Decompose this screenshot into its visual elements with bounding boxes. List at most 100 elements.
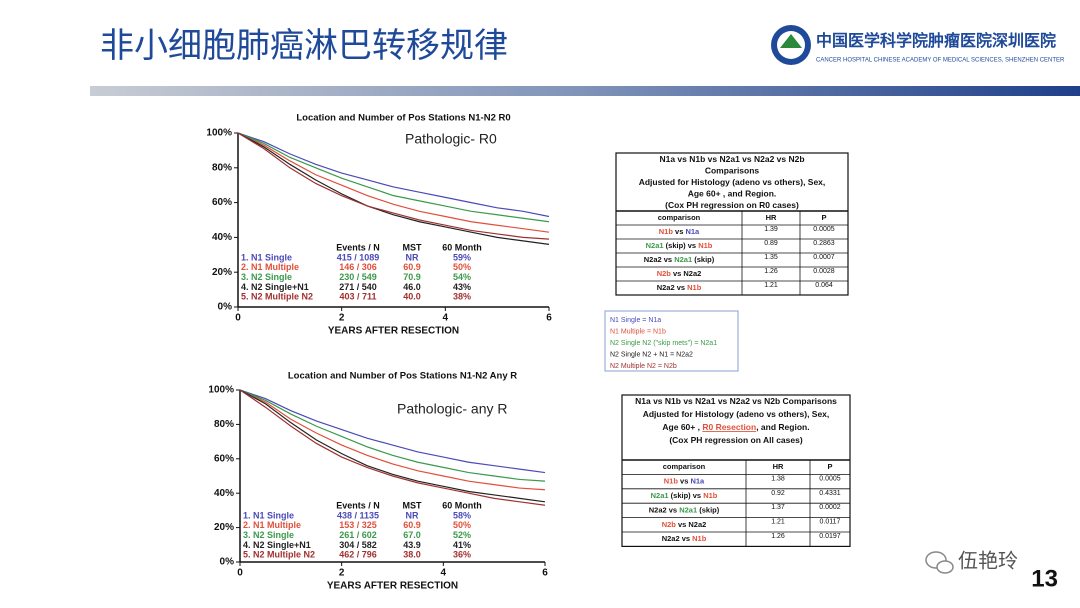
legend-cell: 59%: [453, 252, 471, 262]
wechat-icon: [925, 551, 954, 574]
table-cell: 0.0002: [819, 504, 841, 511]
text-part: (skip): [692, 255, 715, 264]
legend-cell: 50%: [453, 520, 471, 530]
text-part: N1a vs N1b vs N2a1 vs N2a2 vs N2b Compar…: [635, 396, 837, 406]
y-tick-label: 40%: [212, 232, 232, 243]
table-cell: 0.0028: [813, 268, 835, 275]
legend-header: 60 Month: [442, 501, 482, 511]
table-text: N2b vs N2a2: [657, 269, 702, 278]
chart-annotation: Pathologic- R0: [405, 131, 497, 147]
legend-cell: 146 / 306: [339, 262, 377, 272]
text-part: N1a vs N1b vs N2a1 vs N2a2 vs N2b: [659, 154, 804, 164]
x-tick-label: 0: [235, 313, 241, 324]
legend-header: MST: [403, 243, 423, 253]
text-part: N1a: [685, 227, 700, 236]
table-cell: 1.26: [764, 268, 778, 275]
legend-cell: NR: [406, 510, 419, 520]
page-number: 13: [1031, 565, 1058, 592]
survival-curve: [239, 389, 546, 491]
legend-header: Events / N: [336, 243, 380, 253]
table-text: N1a vs N1b vs N2a1 vs N2a2 vs N2b: [659, 154, 804, 164]
table-header: HR: [773, 462, 784, 471]
legend-cell: 462 / 796: [339, 550, 377, 560]
text-part: Age 60+ ,: [662, 422, 702, 432]
table-text: (Cox PH regression on All cases): [669, 435, 803, 445]
legend-cell: 40.0: [403, 292, 421, 302]
table-cell: 0.92: [771, 490, 785, 497]
text-part: N2a2 vs: [644, 255, 674, 264]
legend-cell: 43%: [453, 282, 471, 292]
legend-header: MST: [403, 501, 423, 511]
text-part: R0 Resection: [702, 422, 756, 432]
x-tick-label: 6: [546, 313, 552, 324]
text-part: N2a1: [674, 255, 692, 264]
y-tick-label: 0%: [218, 302, 233, 313]
y-tick-label: 20%: [214, 522, 234, 533]
legend-cell: 438 / 1135: [337, 510, 379, 520]
table-cell: 1.38: [771, 475, 785, 482]
table-header: comparison: [658, 213, 701, 222]
legend-cell: 67.0: [403, 530, 421, 540]
survival-curve: [239, 389, 546, 506]
legend-name: 1. N1 Single: [241, 252, 292, 262]
x-axis-label: YEARS AFTER RESECTION: [327, 581, 458, 592]
text-part: vs N2a2: [671, 269, 701, 278]
legend-cell: 50%: [453, 262, 471, 272]
legend-name: 2. N1 Multiple: [241, 262, 299, 272]
table-cell: 0.89: [764, 240, 778, 247]
table-header: comparison: [663, 462, 706, 471]
legend-cell: 261 / 602: [339, 530, 377, 540]
y-tick-label: 80%: [212, 162, 232, 173]
table-header: P: [827, 462, 832, 471]
text-part: N1b: [659, 227, 674, 236]
legend-cell: 38%: [453, 292, 471, 302]
table-text: Adjusted for Histology (adeno vs others)…: [643, 409, 830, 419]
text-part: N2a1: [679, 505, 697, 514]
x-tick-label: 2: [339, 568, 345, 579]
survival-curve: [237, 132, 550, 223]
chart-title: Location and Number of Pos Stations N1-N…: [296, 113, 510, 124]
x-tick-label: 4: [441, 568, 447, 579]
table-cell: 1.21: [771, 519, 785, 526]
legend-cell: 41%: [453, 540, 471, 550]
x-tick-label: 4: [443, 313, 449, 324]
legend-cell: 60.9: [403, 520, 421, 530]
x-tick-label: 2: [339, 313, 345, 324]
legend-cell: 43.9: [403, 540, 421, 550]
table-text: N2a2 vs N2a1 (skip): [649, 505, 720, 514]
table-text: N2a2 vs N2a1 (skip): [644, 255, 715, 264]
table-text: N2a2 vs N1b: [657, 283, 702, 292]
text-part: vs: [678, 477, 691, 486]
table-cell: 0.0117: [820, 519, 841, 526]
text-part: Age 60+ , and Region.: [688, 189, 777, 199]
text-part: Adjusted for Histology (adeno vs others)…: [643, 409, 830, 419]
text-part: N2b: [662, 520, 677, 529]
text-part: N2a2 vs: [657, 283, 687, 292]
survival-curve: [237, 132, 550, 240]
legend-entry: N1 Single = N1a: [610, 317, 661, 324]
legend-cell: 54%: [453, 272, 471, 282]
y-tick-label: 0%: [220, 557, 235, 568]
text-part: Adjusted for Histology (adeno vs others)…: [639, 177, 826, 187]
table-frame: [615, 152, 849, 296]
table-text: N1a vs N1b vs N2a1 vs N2a2 vs N2b Compar…: [635, 396, 837, 406]
x-tick-label: 0: [237, 568, 243, 579]
text-part: vs: [673, 227, 686, 236]
table-text: Age 60+ , R0 Resection, and Region.: [662, 422, 809, 432]
table-cell: 0.4331: [819, 490, 841, 497]
slide-title: 非小细胞肺癌淋巴转移规律: [100, 27, 508, 65]
table-text: Comparisons: [705, 166, 760, 176]
y-tick-label: 100%: [206, 128, 232, 139]
chart-title: Location and Number of Pos Stations N1-N…: [288, 371, 517, 382]
y-tick-label: 60%: [214, 453, 234, 464]
table-text: (Cox PH regression on R0 cases): [665, 200, 799, 210]
survival-curve: [237, 132, 550, 218]
text-part: N1a: [690, 477, 705, 486]
legend-cell: 304 / 582: [339, 540, 377, 550]
y-tick-label: 60%: [212, 197, 232, 208]
survival-curve: [237, 132, 550, 245]
text-part: N2a2 vs: [662, 534, 692, 543]
legend-name: 3. N2 Single: [243, 530, 294, 540]
table-cell: 0.064: [815, 282, 833, 289]
text-part: (skip): [697, 505, 720, 514]
